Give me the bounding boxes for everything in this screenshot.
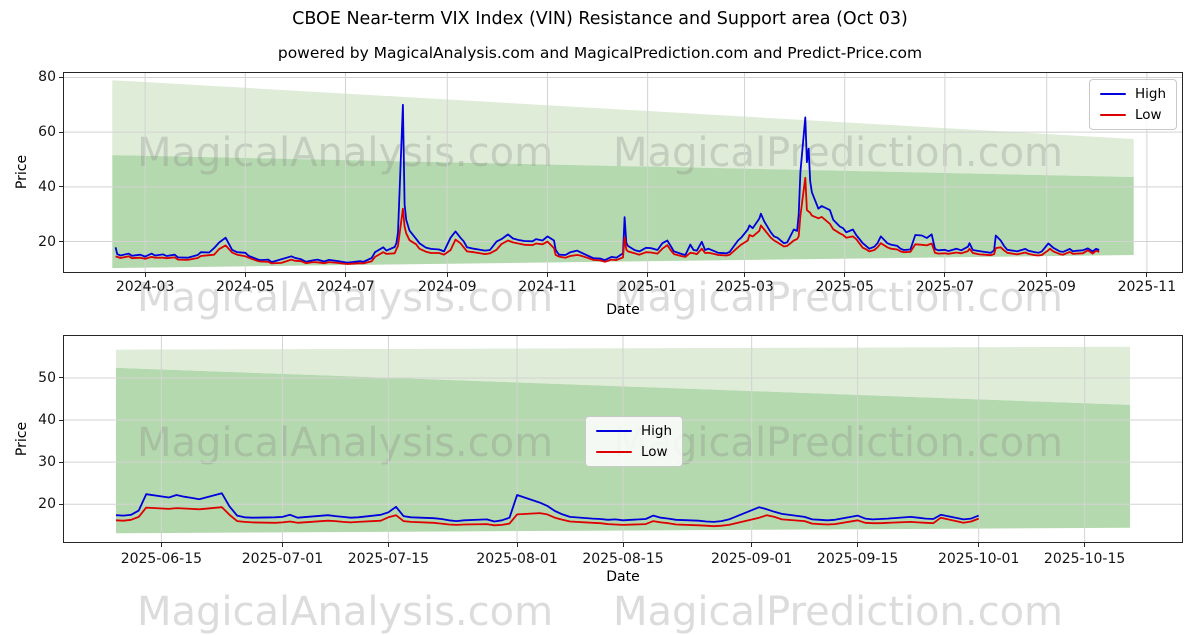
x-tick-label: 2025-09-15 (816, 551, 899, 567)
x-tick-mark (446, 273, 448, 277)
x-tick-label: 2025-01 (618, 279, 677, 295)
y-tick-mark (59, 186, 63, 188)
x-tick-label: 2024-03 (115, 279, 175, 295)
x-tick-label: 2025-10-15 (1043, 551, 1126, 567)
x-tick-mark (244, 273, 246, 277)
x-tick-mark (1084, 543, 1086, 547)
x-tick-mark (516, 543, 518, 547)
x-tick-mark (281, 543, 283, 547)
bottom-chart-legend: High Low (585, 416, 684, 467)
x-tick-label: 2025-07 (915, 279, 975, 295)
x-tick-mark (622, 543, 624, 547)
top-chart-svg: MagicalAnalysis.com MagicalPrediction.com (63, 72, 1183, 273)
x-tick-mark (144, 273, 146, 277)
watermark-text: MagicalAnalysis.com (137, 420, 553, 466)
high-line (114, 103, 1100, 264)
watermark-text: MagicalPrediction.com (613, 420, 1063, 466)
bottom-chart-x-axis-label: Date (606, 569, 640, 585)
y-tick-mark (59, 241, 63, 243)
x-tick-mark (160, 543, 162, 547)
y-tick-mark (59, 461, 63, 463)
y-tick-label: 80 (38, 69, 56, 86)
top-chart-x-axis-label: Date (606, 302, 640, 318)
chart-subtitle: powered by MagicalAnalysis.com and Magic… (277, 44, 923, 62)
legend-label-high: High (641, 423, 673, 439)
x-tick-mark (944, 273, 946, 277)
high-line (115, 492, 980, 523)
x-tick-label: 2025-11 (1117, 279, 1177, 295)
y-tick-label: 40 (38, 178, 56, 195)
legend-label-low: Low (641, 444, 668, 460)
x-tick-label: 2025-08-01 (476, 551, 558, 567)
x-tick-mark (857, 543, 859, 547)
x-tick-mark (978, 543, 980, 547)
x-tick-mark (751, 543, 753, 547)
legend-item-high: High (596, 423, 672, 439)
x-tick-mark (1046, 273, 1048, 277)
y-tick-mark (59, 76, 63, 78)
legend-label-high: High (1135, 86, 1167, 102)
legend-item-low: Low (1100, 107, 1166, 123)
watermark-text: MagicalPrediction.com (613, 275, 1063, 321)
x-tick-label: 2025-10-01 (937, 551, 1020, 567)
x-tick-label: 2025-09 (1017, 279, 1076, 295)
legend-item-high: High (1100, 86, 1166, 102)
x-tick-label: 2025-07-15 (347, 551, 430, 567)
x-tick-label: 2024-07 (316, 279, 375, 295)
x-tick-label: 2024-05 (216, 279, 275, 295)
low-line (115, 176, 1100, 265)
x-tick-mark (744, 273, 746, 277)
high-line-sample (596, 429, 632, 433)
x-tick-label: 2025-06-15 (120, 551, 203, 567)
x-tick-mark (344, 273, 346, 277)
chart-title: CBOE Near-term VIX Index (VIN) Resistanc… (292, 9, 908, 29)
watermark-text: MagicalAnalysis.com (136, 275, 554, 321)
low-line-sample (596, 450, 632, 454)
page-background: CBOE Near-term VIX Index (VIN) Resistanc… (14, 9, 1183, 635)
x-tick-label: 2024-09 (418, 279, 477, 295)
watermark-text: MagicalPrediction.com (613, 589, 1063, 635)
x-tick-label: 2025-09-01 (710, 551, 793, 567)
low-line-sample (1100, 113, 1126, 117)
x-tick-mark (647, 273, 649, 277)
watermark-text: MagicalAnalysis.com (136, 589, 554, 635)
x-tick-label: 2025-05 (815, 279, 874, 295)
y-tick-label: 60 (38, 124, 56, 141)
x-tick-mark (546, 273, 548, 277)
y-tick-label: 20 (38, 233, 56, 250)
resistance-area-band (112, 80, 1134, 177)
y-tick-label: 30 (38, 454, 56, 471)
x-tick-label: 2025-08-15 (582, 551, 664, 567)
y-tick-label: 40 (38, 412, 56, 429)
x-tick-mark (387, 543, 389, 547)
x-tick-label: 2025-07-01 (241, 551, 324, 567)
watermark-text: MagicalPrediction.com (613, 130, 1063, 176)
x-tick-mark (1146, 273, 1148, 277)
y-tick-mark (59, 131, 63, 133)
legend-item-low: Low (596, 444, 672, 460)
high-line-sample (1100, 92, 1126, 96)
x-tick-label: 2025-03 (715, 279, 774, 295)
y-tick-label: 20 (38, 496, 56, 513)
y-tick-mark (59, 503, 63, 505)
x-tick-mark (844, 273, 846, 277)
y-tick-label: 50 (38, 369, 56, 386)
x-tick-label: 2024-11 (518, 279, 577, 295)
y-tick-mark (59, 377, 63, 379)
y-tick-mark (59, 419, 63, 421)
low-line (115, 506, 980, 528)
legend-label-low: Low (1135, 107, 1162, 123)
top-chart-legend: High Low (1089, 79, 1178, 130)
